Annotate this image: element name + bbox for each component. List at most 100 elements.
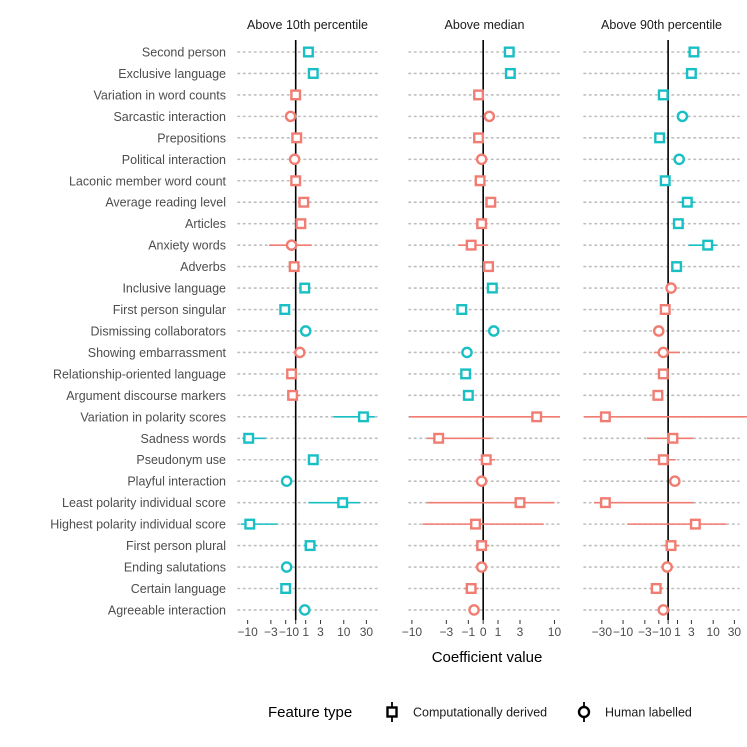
- estimate-square: [659, 304, 671, 316]
- estimate-square: [654, 132, 666, 144]
- estimate-square: [474, 175, 486, 187]
- estimate-circle: [468, 604, 480, 616]
- feature-label: Highest polarity individual score: [50, 518, 226, 532]
- feature-label: Dismissing collaborators: [91, 324, 226, 338]
- tick-label: 30: [728, 625, 742, 639]
- feature-label: Pseudonym use: [136, 453, 226, 467]
- estimate-square: [288, 261, 300, 273]
- estimate-square: [514, 497, 526, 509]
- estimate-circle: [284, 110, 297, 123]
- estimate-circle: [288, 153, 301, 166]
- feature-label: Ending salutations: [124, 561, 226, 575]
- feature-label: Inclusive language: [122, 282, 226, 296]
- estimate-square: [483, 261, 495, 273]
- feature-label: Sarcastic interaction: [113, 110, 226, 124]
- estimate-circle: [475, 153, 488, 166]
- estimate-square: [476, 540, 488, 552]
- feature-label: Variation in word counts: [94, 88, 226, 102]
- tick-label: −3: [264, 625, 278, 639]
- tick-label: −3: [440, 625, 454, 639]
- tick-label: 0: [480, 625, 487, 639]
- estimate-square: [295, 218, 307, 230]
- tick-label: −1: [461, 625, 475, 639]
- estimate-square: [302, 46, 314, 58]
- feature-label: Sadness words: [141, 432, 226, 446]
- tick-label: −10: [402, 625, 423, 639]
- feature-label: Second person: [142, 46, 226, 60]
- tick-label: 3: [317, 625, 324, 639]
- estimate-square: [290, 175, 302, 187]
- estimate-square: [299, 282, 311, 294]
- estimate-circle: [657, 346, 670, 359]
- tick-label: 3: [517, 625, 524, 639]
- estimate-square: [689, 518, 701, 530]
- estimate-square: [480, 454, 492, 466]
- estimate-square: [279, 304, 291, 316]
- feature-label: Adverbs: [180, 260, 226, 274]
- panel-title: Above 10th percentile: [247, 18, 368, 32]
- tick-label: −1: [652, 625, 666, 639]
- estimate-square: [672, 218, 684, 230]
- feature-label: Argument discourse markers: [66, 389, 226, 403]
- estimate-circle: [676, 110, 689, 123]
- estimate-square: [486, 282, 498, 294]
- estimate-square: [433, 432, 445, 444]
- estimate-square: [485, 196, 497, 208]
- panel-title: Above median: [445, 18, 525, 32]
- estimate-square: [465, 239, 477, 251]
- legend-square-icon: [386, 706, 398, 718]
- estimate-circle: [661, 561, 673, 573]
- feature-label: Prepositions: [157, 131, 226, 145]
- estimate-circle: [652, 325, 665, 337]
- estimate-square: [298, 196, 310, 208]
- estimate-circle: [299, 325, 312, 337]
- estimate-square: [652, 389, 664, 401]
- estimate-circle: [298, 604, 311, 616]
- estimate-circle: [285, 239, 298, 251]
- estimate-square: [456, 304, 468, 316]
- feature-label: First person plural: [126, 539, 226, 553]
- tick-label: 3: [688, 625, 695, 639]
- estimate-circle: [487, 325, 500, 337]
- estimate-square: [307, 454, 319, 466]
- feature-label: Relationship-oriented language: [53, 367, 226, 381]
- x-axis-title: Coefficient value: [432, 649, 543, 666]
- estimate-square: [304, 540, 316, 552]
- legend-circle-icon: [577, 705, 591, 719]
- estimate-circle: [461, 346, 473, 359]
- estimate-square: [657, 454, 669, 466]
- feature-label: Least polarity individual score: [62, 496, 226, 510]
- estimate-square: [280, 583, 292, 595]
- tick-label: −3: [638, 625, 652, 639]
- estimate-square: [702, 239, 714, 251]
- tick-label: 10: [337, 625, 351, 639]
- feature-label: Anxiety words: [148, 239, 226, 253]
- estimate-circle: [280, 475, 293, 488]
- tick-label: 0: [292, 625, 299, 639]
- tick-label: 10: [706, 625, 720, 639]
- tick-label: −10: [613, 625, 634, 639]
- tick-label: 1: [674, 625, 681, 639]
- estimate-square: [286, 368, 298, 380]
- tick-label: 10: [548, 625, 562, 639]
- feature-label: Agreeable interaction: [108, 603, 226, 617]
- feature-label: Exclusive language: [118, 67, 226, 81]
- estimate-square: [667, 432, 679, 444]
- estimate-circle: [657, 604, 670, 616]
- estimate-square: [657, 89, 669, 101]
- estimate-square: [681, 196, 693, 208]
- tick-label: −1: [279, 625, 293, 639]
- estimate-circle: [475, 475, 488, 488]
- feature-label: Certain language: [131, 582, 226, 596]
- estimate-circle: [665, 282, 677, 294]
- feature-label: Average reading level: [105, 196, 226, 210]
- feature-label: Articles: [185, 217, 226, 231]
- estimate-square: [287, 389, 299, 401]
- legend-label: Human labelled: [605, 706, 692, 720]
- estimate-circle: [673, 153, 686, 166]
- feature-label: Showing embarrassment: [88, 346, 227, 360]
- tick-label: 1: [302, 625, 309, 639]
- estimate-square: [473, 132, 485, 144]
- estimate-square: [460, 368, 472, 380]
